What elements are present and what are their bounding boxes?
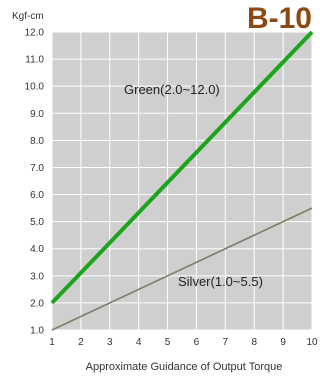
x-tick-labels: 1 2 3 4 5 6 7 8 9 10 xyxy=(49,337,318,348)
x-tick-label: 9 xyxy=(280,337,286,348)
x-tick-label: 10 xyxy=(306,337,318,348)
x-tick-label: 8 xyxy=(251,337,257,348)
series-line-0 xyxy=(50,30,314,305)
x-tick-label: 5 xyxy=(165,337,171,348)
y-unit-label: Kgf-cm xyxy=(12,11,44,22)
x-tick-label: 1 xyxy=(49,337,55,348)
y-tick-label: 1.0 xyxy=(30,326,44,337)
x-tick-label: 4 xyxy=(136,337,142,348)
plot-area xyxy=(52,32,312,330)
y-tick-label: 11.0 xyxy=(25,55,44,66)
y-tick-label: 10.0 xyxy=(25,82,45,93)
y-tick-label: 9.0 xyxy=(30,109,44,120)
y-tick-label: 8.0 xyxy=(30,136,44,147)
y-tick-label: 7.0 xyxy=(30,163,44,174)
series-label-green: Green(2.0~12.0) xyxy=(124,82,220,97)
x-tick-label: 6 xyxy=(194,337,200,348)
y-tick-label: 3.0 xyxy=(30,271,44,282)
y-tick-label: 6.0 xyxy=(30,190,44,201)
y-tick-label: 5.0 xyxy=(30,217,44,228)
x-axis-label: Approximate Guidance of Output Torque xyxy=(86,361,283,373)
y-tick-label: 12.0 xyxy=(25,28,45,39)
series-group xyxy=(50,30,314,331)
y-tick-labels: 1.0 2.0 3.0 4.0 5.0 6.0 7.0 8.0 9.0 10.0 11.0 12.0 xyxy=(25,28,45,337)
y-tick-label: 4.0 xyxy=(30,244,44,255)
series-line-1 xyxy=(51,207,313,331)
chart-title: B-10 xyxy=(247,2,312,35)
x-tick-label: 7 xyxy=(223,337,229,348)
series-label-silver: Silver(1.0~5.5) xyxy=(178,274,263,289)
grid-lines xyxy=(51,31,313,331)
x-tick-label: 2 xyxy=(78,337,84,348)
y-tick-label: 2.0 xyxy=(30,298,44,309)
x-tick-label: 3 xyxy=(107,337,113,348)
